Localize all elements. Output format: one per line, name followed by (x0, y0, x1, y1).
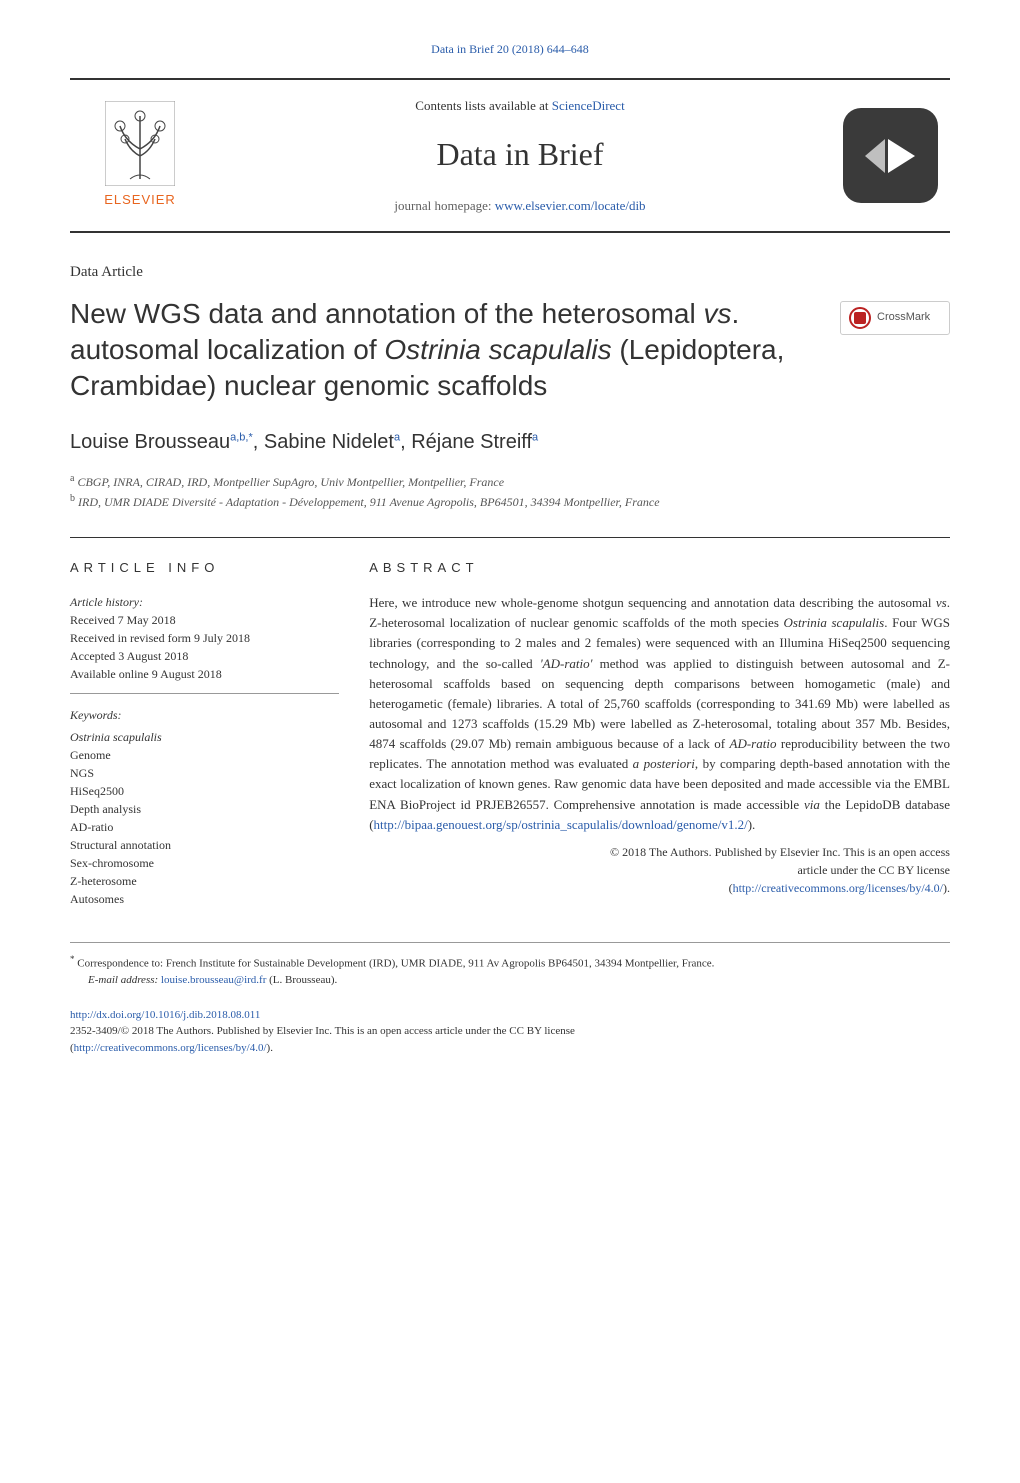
journal-name: Data in Brief (436, 130, 603, 178)
abstract-column: ABSTRACT Here, we introduce new whole-ge… (369, 558, 950, 909)
email-label: E-mail address: (88, 974, 161, 986)
keyword-item: NGS (70, 764, 339, 782)
author-name: Réjane Streiff (411, 431, 532, 453)
abstract-text: Here, we introduce new whole-genome shot… (369, 593, 950, 835)
history-online: Available online 9 August 2018 (70, 665, 339, 683)
lepidodb-link[interactable]: http://bipaa.genouest.org/sp/ostrinia_sc… (374, 817, 748, 832)
title-part-italic: vs (704, 298, 732, 329)
publisher-logo-box: ELSEVIER (70, 80, 210, 231)
abstract-copyright: © 2018 The Authors. Published by Elsevie… (369, 843, 950, 897)
article-history: Article history: Received 7 May 2018 Rec… (70, 593, 339, 694)
header-center: Contents lists available at ScienceDirec… (210, 80, 830, 231)
cc-license-link[interactable]: http://creativecommons.org/licenses/by/4… (733, 881, 943, 895)
keyword-item: Ostrinia scapulalis (70, 728, 339, 746)
keywords-label: Keywords: (70, 706, 339, 724)
page-footer: http://dx.doi.org/10.1016/j.dib.2018.08.… (70, 1007, 950, 1057)
keyword-item: Z-heterosome (70, 872, 339, 890)
crossmark-badge[interactable]: CrossMark (840, 301, 950, 335)
keyword-item: Autosomes (70, 890, 339, 908)
keyword-item: Genome (70, 746, 339, 764)
homepage-prefix: journal homepage: (394, 198, 494, 213)
abs-part-italic: Ostrinia scapulalis (784, 615, 885, 630)
keyword-item: Structural annotation (70, 836, 339, 854)
title-part: New WGS data and annotation of the heter… (70, 298, 704, 329)
journal-header: ELSEVIER Contents lists available at Sci… (70, 78, 950, 233)
author-affil-sup: a (394, 431, 400, 443)
abs-part-italic: a posteriori (633, 756, 695, 771)
data-in-brief-logo-icon (843, 108, 938, 203)
elsevier-tree-icon (105, 101, 175, 186)
homepage-url[interactable]: www.elsevier.com/locate/dib (495, 198, 646, 213)
keyword-item: HiSeq2500 (70, 782, 339, 800)
title-part-italic: Ostrinia scapulalis (384, 334, 611, 365)
history-label: Article history: (70, 593, 339, 611)
keyword-item: Depth analysis (70, 800, 339, 818)
author-affil-sup: a (532, 431, 538, 443)
affiliations: a CBGP, INRA, CIRAD, IRD, Montpellier Su… (70, 471, 950, 511)
crossmark-icon (849, 307, 871, 329)
abs-part-italic: via (804, 797, 820, 812)
copyright-close: ). (943, 881, 950, 895)
affil-text: CBGP, INRA, CIRAD, IRD, Montpellier SupA… (74, 475, 504, 489)
article-info-column: ARTICLE INFO Article history: Received 7… (70, 558, 369, 909)
copyright-line: © 2018 The Authors. Published by Elsevie… (610, 845, 950, 859)
abs-part-italic: AD-ratio (730, 736, 777, 751)
footer-license-link[interactable]: http://creativecommons.org/licenses/by/4… (74, 1042, 267, 1054)
contents-available-line: Contents lists available at ScienceDirec… (415, 96, 624, 116)
footnotes: * Correspondence to: French Institute fo… (70, 942, 950, 989)
keyword-item: Sex-chromosome (70, 854, 339, 872)
abs-part: ). (748, 817, 756, 832)
correspondence-note: * Correspondence to: French Institute fo… (70, 953, 950, 972)
corr-text: Correspondence to: French Institute for … (75, 958, 715, 970)
email-note: E-mail address: louise.brousseau@ird.fr … (88, 972, 950, 989)
abs-part-italic: 'AD-ratio' (540, 656, 593, 671)
article-title: New WGS data and annotation of the heter… (70, 296, 822, 405)
homepage-line: journal homepage: www.elsevier.com/locat… (394, 196, 645, 216)
authors-line: Louise Brousseaua,b,*, Sabine Nideleta, … (70, 427, 950, 457)
affil-text: IRD, UMR DIADE Diversité - Adaptation - … (75, 495, 660, 509)
elsevier-wordmark: ELSEVIER (104, 190, 176, 210)
abstract-heading: ABSTRACT (369, 558, 950, 578)
email-suffix: (L. Brousseau). (266, 974, 337, 986)
crossmark-label: CrossMark (877, 309, 930, 326)
article-type-label: Data Article (70, 261, 950, 284)
abs-part: Here, we introduce new whole-genome shot… (369, 595, 936, 610)
history-accepted: Accepted 3 August 2018 (70, 647, 339, 665)
keywords-list: Ostrinia scapulalis Genome NGS HiSeq2500… (70, 728, 339, 908)
title-row: New WGS data and annotation of the heter… (70, 296, 950, 405)
copyright-line: article under the CC BY license (797, 863, 950, 877)
journal-logo-box (830, 80, 950, 231)
abs-part-italic: vs (936, 595, 947, 610)
history-received: Received 7 May 2018 (70, 611, 339, 629)
keyword-item: AD-ratio (70, 818, 339, 836)
sciencedirect-link[interactable]: ScienceDirect (552, 98, 625, 113)
article-info-heading: ARTICLE INFO (70, 558, 339, 578)
corresponding-email[interactable]: louise.brousseau@ird.fr (161, 974, 266, 986)
history-revised: Received in revised form 9 July 2018 (70, 629, 339, 647)
doi-link[interactable]: http://dx.doi.org/10.1016/j.dib.2018.08.… (70, 1009, 260, 1021)
contents-prefix: Contents lists available at (415, 98, 551, 113)
issn-copyright-line: 2352-3409/© 2018 The Authors. Published … (70, 1023, 950, 1040)
author-name: Louise Brousseau (70, 431, 230, 453)
author-affil-sup: a,b,* (230, 431, 253, 443)
license-close: ). (267, 1042, 273, 1054)
citation-header: Data in Brief 20 (2018) 644–648 (70, 40, 950, 58)
info-abstract-row: ARTICLE INFO Article history: Received 7… (70, 537, 950, 909)
author-name: Sabine Nidelet (264, 431, 394, 453)
